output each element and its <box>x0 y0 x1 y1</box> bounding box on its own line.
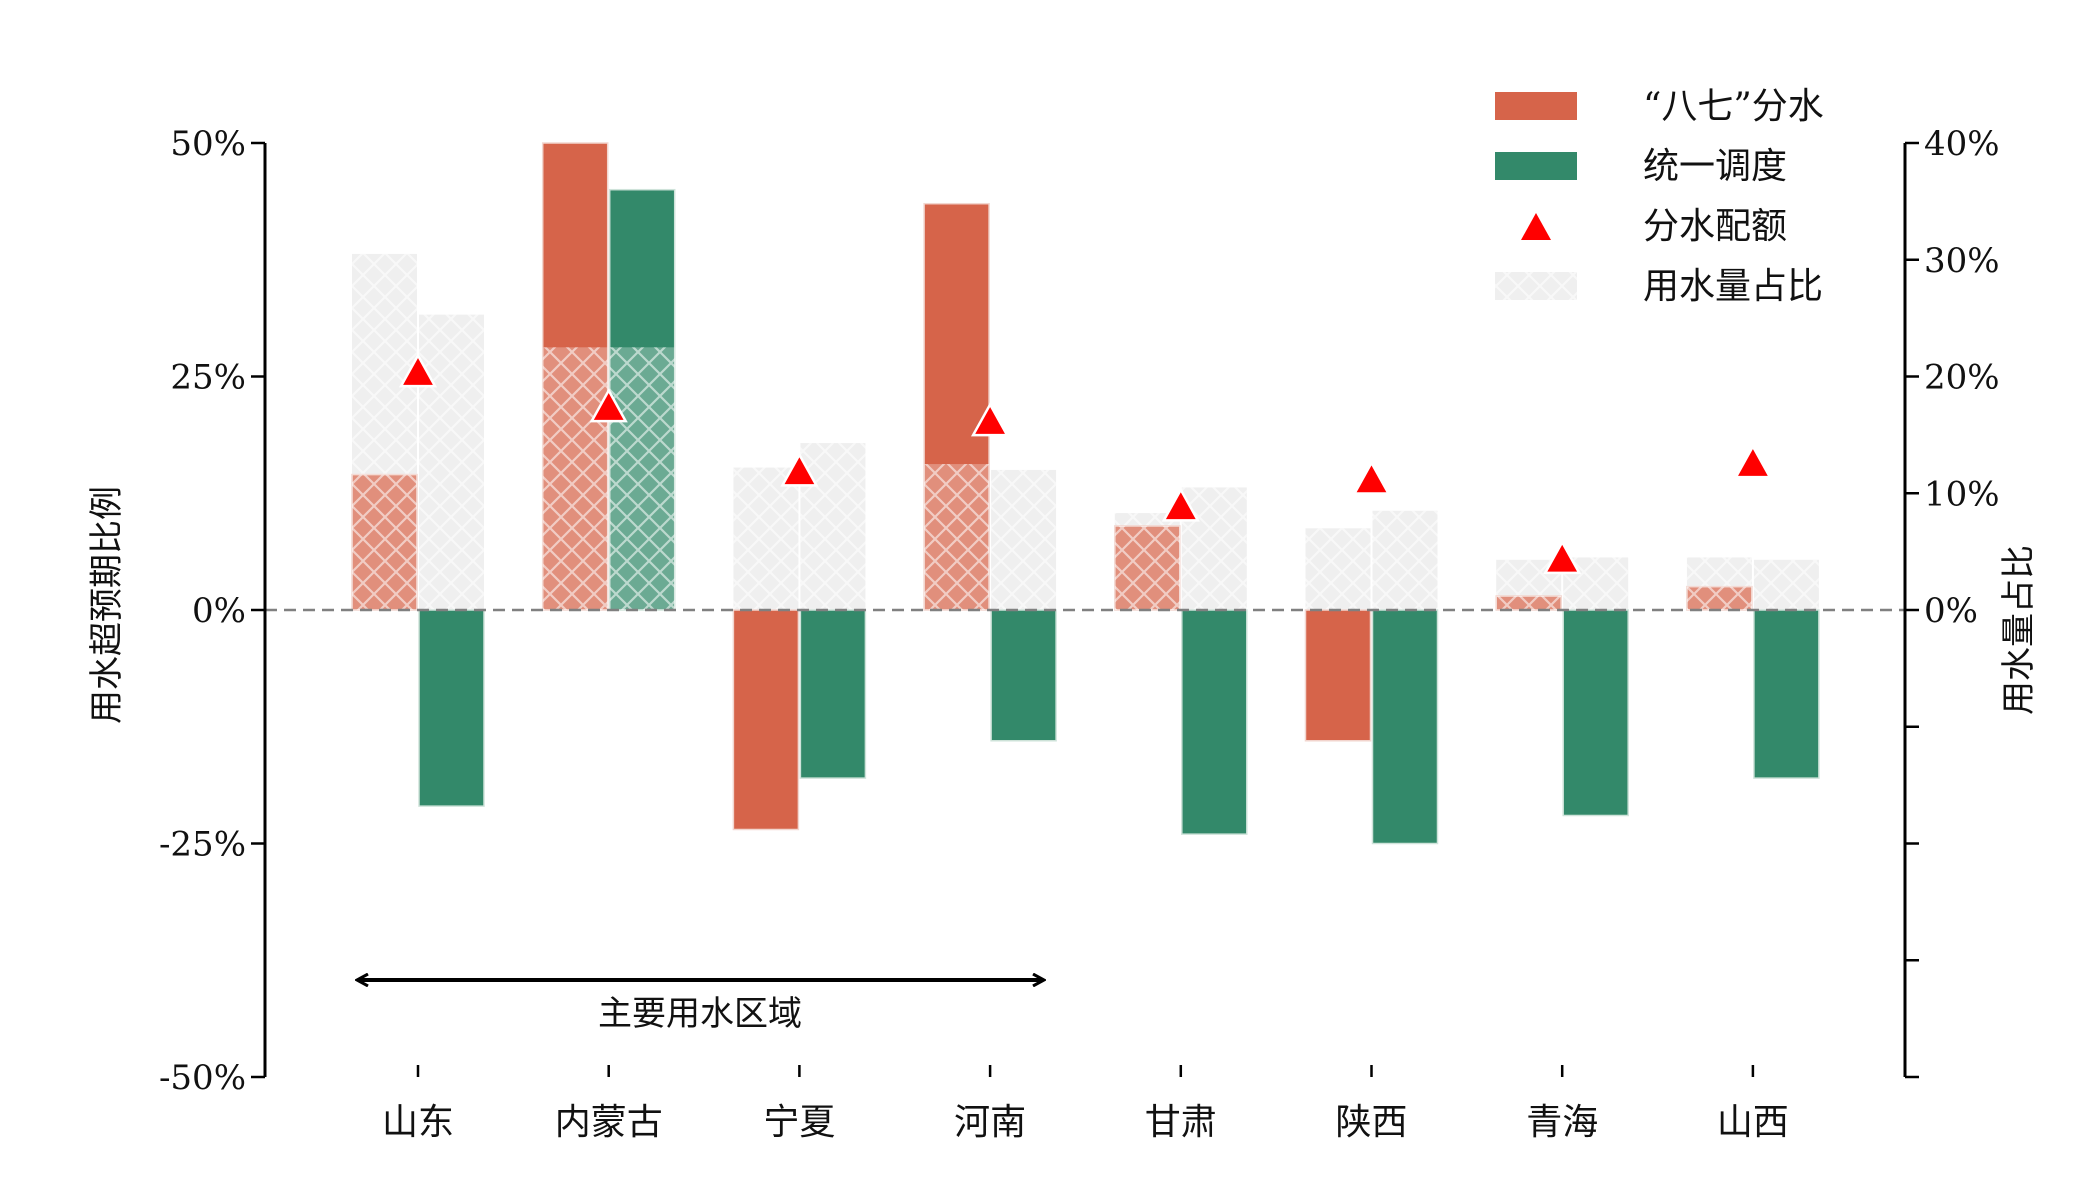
y-tick-label: 0% <box>192 591 246 631</box>
legend-swatch <box>1521 213 1551 240</box>
usage-share-overlay-hatch-a <box>542 347 608 610</box>
bar-tydd <box>990 609 1057 742</box>
y-tick-label: 50% <box>170 124 246 164</box>
x-tick-label: 河南 <box>954 1102 1026 1143</box>
usage-share-hatch-b <box>1181 487 1247 610</box>
region-annotation: 主要用水区域 <box>358 980 1043 1034</box>
right-axis-ticks: 0% 10% 20% 30% 40% <box>1905 124 2000 1079</box>
usage-share-overlay-hatch-a <box>924 464 990 610</box>
usage-share-hatch-a <box>733 467 799 610</box>
y2-tick-label: 10% <box>1924 474 2000 514</box>
legend-swatch <box>1495 152 1577 180</box>
quota-markers <box>398 352 1773 575</box>
usage-share-overlay <box>352 347 1752 610</box>
x-tick-label: 陕西 <box>1335 1102 1407 1143</box>
x-tick-label: 山西 <box>1717 1102 1789 1143</box>
usage-share-overlay-hatch-a <box>352 474 417 610</box>
quota-marker <box>1352 460 1391 495</box>
legend-swatch <box>1495 92 1577 120</box>
usage-share-overlay-hatch-a <box>1114 525 1180 610</box>
y2-axis-label: 用水量占比 <box>1999 545 2039 715</box>
y-axis-label: 用水超预期比例 <box>87 486 127 724</box>
legend-label: 用水量占比 <box>1643 266 1823 307</box>
usage-share-hatch-b <box>1372 510 1438 610</box>
x-tick-label: 内蒙古 <box>555 1102 663 1143</box>
left-axis-ticks: -50% -25% 0% 25% 50% <box>159 124 265 1098</box>
annotation-label: 主要用水区域 <box>598 994 802 1034</box>
y-tick-label: -25% <box>159 825 246 865</box>
x-axis-ticks: 山东 内蒙古 宁夏 河南 甘肃 陕西 青海 山西 <box>382 1065 1789 1143</box>
bar-tydd <box>418 609 485 807</box>
x-tick-label: 青海 <box>1526 1102 1598 1143</box>
y2-tick-label: 0% <box>1924 591 1978 631</box>
usage-share-overlay-hatch-a <box>1686 586 1752 610</box>
usage-share-hatch-b <box>419 314 484 610</box>
quota-marker <box>780 452 819 487</box>
bar-tydd <box>1371 609 1439 845</box>
quota-marker <box>398 352 438 388</box>
usage-share-hatch-b <box>991 469 1057 610</box>
legend-label: “八七”分水 <box>1643 86 1824 127</box>
usage-share-hatch-a <box>1305 528 1371 610</box>
usage-share-overlay-hatch-a <box>1496 595 1562 610</box>
y-tick-label: -50% <box>159 1058 246 1098</box>
x-tick-label: 甘肃 <box>1145 1102 1217 1143</box>
usage-share-hatch-b <box>1753 559 1819 610</box>
y2-tick-label: 30% <box>1924 241 2000 281</box>
bar-tydd <box>799 609 867 779</box>
y-tick-label: 25% <box>170 358 246 398</box>
bar-bqfs <box>732 609 800 831</box>
bar-tydd <box>1181 609 1248 835</box>
legend-swatch-hatch <box>1495 272 1577 300</box>
x-tick-label: 山东 <box>382 1102 454 1143</box>
usage-share-overlay-hatch-b <box>609 347 675 610</box>
legend-label: 分水配额 <box>1643 206 1787 247</box>
bar-tydd <box>1562 609 1629 817</box>
bar-bqfs <box>1304 609 1372 742</box>
quota-marker <box>1733 443 1773 479</box>
quota-marker <box>970 401 1010 437</box>
quota-marker <box>589 387 628 423</box>
y2-tick-label: 20% <box>1924 358 2000 398</box>
quota-marker <box>1543 539 1582 575</box>
usage-share-hatch-b <box>800 443 866 610</box>
legend-label: 统一调度 <box>1643 146 1787 187</box>
y2-tick-label: 40% <box>1924 124 2000 164</box>
bar-tydd <box>1753 609 1820 779</box>
x-tick-label: 宁夏 <box>763 1102 835 1143</box>
quota-marker <box>1161 487 1200 522</box>
